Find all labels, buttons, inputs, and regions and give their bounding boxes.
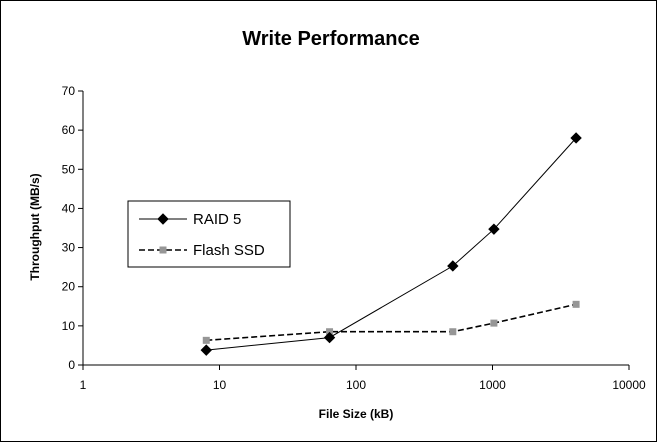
series-point-flash-ssd <box>202 336 210 344</box>
y-tick-label: 70 <box>62 84 76 98</box>
series-line-flash-ssd <box>206 303 577 342</box>
axes: 0 10 20 30 40 50 60 70 1 10 100 1000 10000 <box>62 84 646 392</box>
series-point-raid-5 <box>488 223 500 235</box>
x-tick-label: 1 <box>80 378 87 392</box>
chart-title: Write Performance <box>242 28 419 50</box>
y-tick-label: 20 <box>62 280 76 294</box>
legend-label-raid-5: RAID 5 <box>193 211 241 228</box>
series-point-flash-ssd <box>572 300 580 308</box>
series-raid-5 <box>200 132 582 356</box>
x-axis-label: File Size (kB) <box>319 407 394 421</box>
legend-items: RAID 5 Flash SSD <box>139 211 265 259</box>
series-layer <box>200 132 582 356</box>
y-tick-label: 40 <box>62 201 76 215</box>
legend-label-flash-ssd: Flash SSD <box>193 242 265 259</box>
y-tick-label: 60 <box>62 123 76 137</box>
series-flash-ssd <box>202 300 580 344</box>
series-point-flash-ssd <box>326 328 334 336</box>
x-tick-label: 10000 <box>612 378 646 392</box>
legend: RAID 5 Flash SSD <box>127 200 291 268</box>
series-point-flash-ssd <box>449 328 457 336</box>
legend-box <box>127 200 291 268</box>
series-point-raid-5 <box>157 213 169 225</box>
y-tick-label: 30 <box>62 241 76 255</box>
y-tick-label: 10 <box>62 319 76 333</box>
x-tick-label: 1000 <box>479 378 506 392</box>
series-point-flash-ssd <box>490 319 498 327</box>
series-point-raid-5 <box>447 260 459 272</box>
y-tick-label: 50 <box>62 162 76 176</box>
series-point-raid-5 <box>570 132 582 144</box>
series-point-raid-5 <box>200 344 212 356</box>
series-point-flash-ssd <box>159 246 167 254</box>
x-tick-label: 10 <box>213 378 227 392</box>
y-axis-label: Throughput (MB/s) <box>28 173 42 280</box>
x-tick-label: 100 <box>346 378 366 392</box>
y-tick-label: 0 <box>68 358 75 372</box>
series-point-raid-5 <box>323 331 336 344</box>
